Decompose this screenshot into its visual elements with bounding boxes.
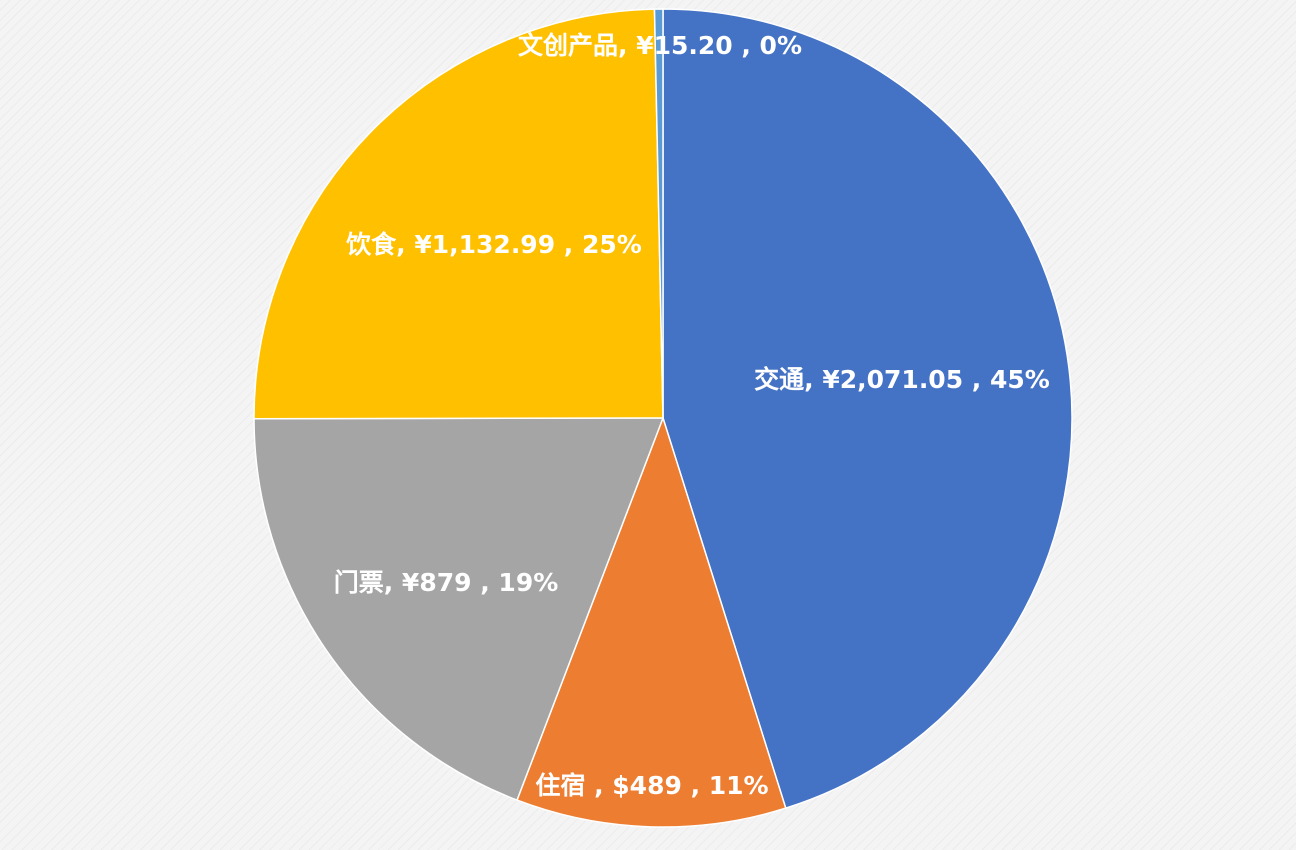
- data-label-2: 住宿 , $489 , 11%: [535, 771, 768, 800]
- data-label-4: 饮食, ¥1,132.99 , 25%: [345, 230, 642, 259]
- data-label-5: 文创产品, ¥15.20 , 0%: [518, 31, 802, 60]
- pie-slice-3: [253, 417, 665, 802]
- pie-slice-5: [653, 8, 664, 419]
- data-label-3: 门票, ¥879 , 19%: [334, 568, 559, 597]
- pie-data-labels: 交通, ¥2,071.05 , 45% 住宿 , $489 , 11% 门票, ¥8…: [334, 31, 1050, 800]
- pie-slice-1: [662, 8, 1073, 810]
- pie-slice-2: [516, 415, 787, 828]
- pie-slice-4: [253, 8, 664, 420]
- data-label-1: 交通, ¥2,071.05 , 45%: [754, 365, 1050, 394]
- pie-slices: [253, 8, 1073, 828]
